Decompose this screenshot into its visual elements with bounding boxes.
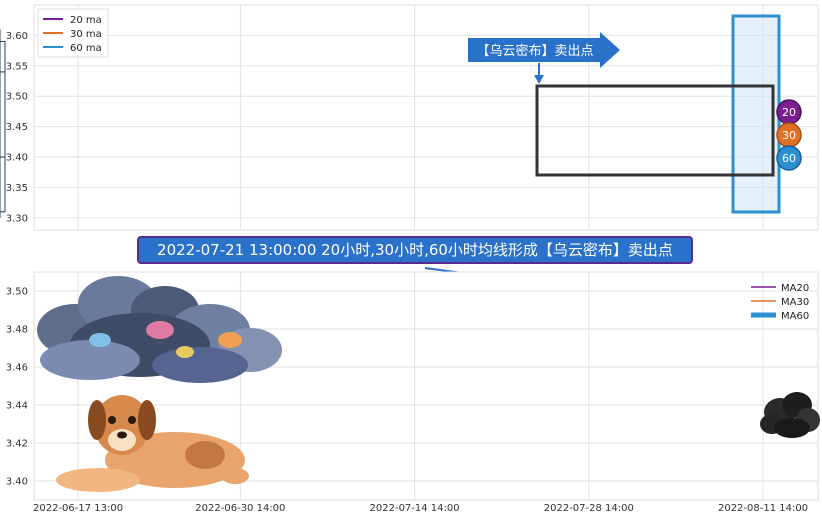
down-arrow [534,63,544,84]
bottom-x-tick-label: 2022-06-17 13:00 [33,503,123,514]
highlight-zone [731,14,781,214]
bottom-x-tick-label: 2022-06-30 14:00 [195,503,285,514]
bottom-legend-ma20-label: MA20 [781,283,809,294]
bottom-y-tick-label: 3.40 [6,477,28,488]
top-y-tick-label: 3.50 [6,92,28,103]
storm-cloud-icon [37,276,282,383]
top-y-tick-label: 3.45 [6,122,28,133]
bottom-y-tick-labels: 3.50 3.48 3.46 3.44 3.42 3.40 [6,287,28,488]
candle-body [0,40,6,73]
candlestick-series [0,29,6,218]
callout-arrow-shape [468,32,620,68]
top-legend-30-label: 30 ma [70,29,102,40]
ma30-badge: 30 [776,122,802,148]
top-legend-20-label: 20 ma [70,15,102,26]
bottom-legend: MA20 MA30 MA60 [751,283,809,322]
svg-text:60: 60 [782,152,796,165]
top-gridlines [34,5,818,230]
bottom-y-tick-label: 3.48 [6,325,28,336]
top-y-tick-label: 3.60 [6,31,28,42]
bottom-y-tick-label: 3.42 [6,439,28,450]
top-y-tick-label: 3.30 [6,213,28,224]
top-y-tick-labels: 3.60 3.55 3.50 3.45 3.40 3.35 3.30 [6,31,28,224]
sell-point-label: 【乌云密布】卖出点 [476,43,593,59]
dog-icon [56,395,249,492]
top-legend: 20 ma 30 ma 60 ma [37,8,109,58]
bottom-y-tick-label: 3.44 [6,401,28,412]
top-y-tick-label: 3.35 [6,183,28,194]
bottom-legend-ma30-label: MA30 [781,297,809,308]
bottom-x-tick-label: 2022-08-11 14:00 [718,503,808,514]
dark-cloud-pattern-box [535,84,775,177]
top-legend-60-label: 60 ma [70,43,102,54]
top-y-tick-label: 3.40 [6,153,28,164]
candle-body [0,71,6,158]
top-y-tick-label: 3.55 [6,61,28,72]
top-panel-frame [33,4,819,231]
bottom-x-tick-label: 2022-07-14 14:00 [370,503,460,514]
sell-arrow-callout: 【乌云密布】卖出点 [468,32,620,68]
annotation-banner: 2022-07-21 13:00:00 20小时,30小时,60小时均线形成【乌… [137,236,693,264]
bottom-x-tick-label: 2022-07-28 14:00 [544,503,634,514]
candle-body [0,156,6,213]
bottom-y-tick-label: 3.50 [6,287,28,298]
dark-cloud-icon [760,392,820,438]
bottom-x-tick-labels: 2022-06-17 13:00 2022-06-30 14:00 2022-07-… [33,503,808,514]
bottom-y-tick-label: 3.46 [6,363,28,374]
bottom-legend-ma60-label: MA60 [781,311,809,322]
svg-text:30: 30 [782,129,796,142]
ma60-badge: 60 [776,145,802,171]
svg-text:20: 20 [782,106,796,119]
ma20-badge: 20 [776,99,802,125]
